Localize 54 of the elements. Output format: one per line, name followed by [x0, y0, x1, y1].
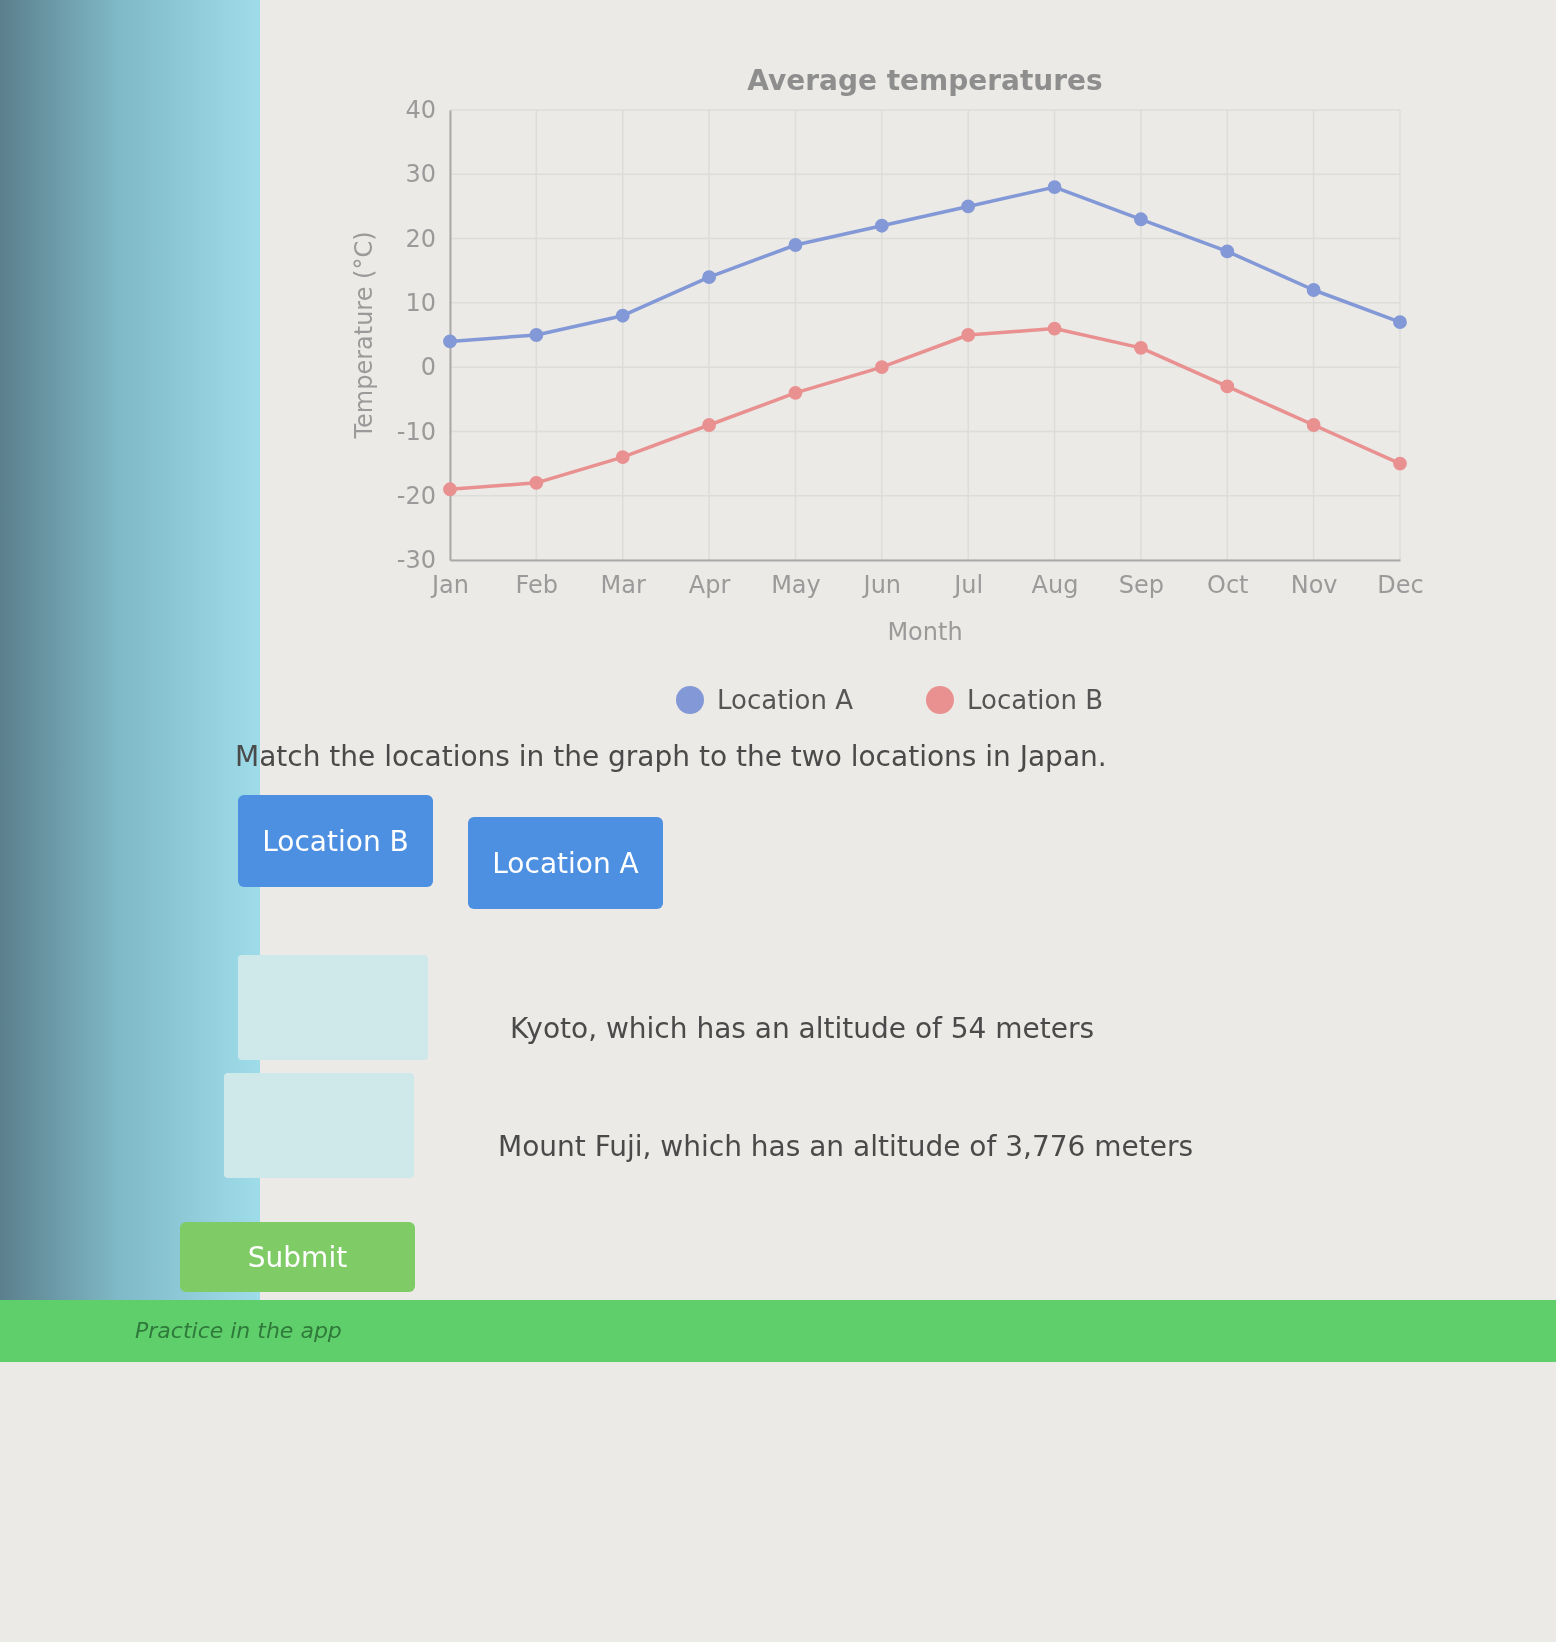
x-tick-label: Jul	[952, 571, 984, 600]
y-tick-label: 30	[405, 160, 436, 189]
text: Kyoto, which has an altitude of 54 meters	[510, 1012, 1095, 1045]
text: Match the locations in the graph to the two locations in Japan.	[235, 740, 1107, 773]
x-tick-label: Apr	[688, 571, 731, 600]
y-tick-label: 10	[405, 289, 436, 318]
x-tick-label: Dec	[1377, 571, 1424, 600]
button: Location B	[238, 795, 433, 887]
point	[788, 238, 803, 252]
point	[1134, 212, 1148, 227]
point	[1220, 244, 1235, 259]
point	[529, 328, 544, 342]
x-tick-label: Feb	[515, 571, 559, 600]
point	[1306, 418, 1321, 432]
point	[961, 328, 976, 342]
x-tick-label: Sep	[1118, 571, 1165, 600]
point	[443, 334, 457, 349]
y-tick-label: -20	[396, 481, 436, 510]
y-tick-label: 0	[420, 353, 436, 382]
point	[443, 482, 457, 497]
button: Location A	[468, 817, 663, 909]
text: Practice in the app	[135, 1318, 342, 1343]
x-tick-label: May	[771, 571, 821, 600]
y-axis-title: Temperature (°C)	[350, 231, 378, 440]
point	[788, 385, 803, 400]
text: Mount Fuji, which has an altitude of 3,776 meters	[498, 1130, 1194, 1163]
point	[874, 360, 889, 375]
point	[874, 218, 889, 233]
x-tick-label: Aug	[1031, 571, 1079, 600]
point	[1393, 456, 1407, 471]
y-tick-label: 40	[405, 96, 436, 125]
legend-label: Location B	[967, 685, 1104, 715]
point	[529, 475, 544, 490]
point	[702, 270, 716, 285]
point	[961, 199, 976, 214]
button: Submit	[180, 1222, 415, 1292]
x-tick-label: Nov	[1290, 571, 1338, 600]
point	[1306, 283, 1321, 297]
x-tick-label: Oct	[1207, 571, 1249, 600]
x-axis-title: Month	[887, 618, 963, 646]
point	[1047, 321, 1062, 336]
point	[615, 450, 630, 465]
point	[1393, 315, 1407, 330]
y-tick-label: -10	[396, 417, 436, 446]
x-tick-label: Jun	[861, 571, 902, 600]
y-tick-label: 20	[405, 224, 436, 253]
x-tick-label: Mar	[600, 571, 646, 600]
point	[615, 308, 630, 323]
point	[1134, 340, 1148, 355]
legend-label: Location A	[717, 685, 854, 715]
point	[1047, 180, 1062, 195]
chart-title: Average temperatures	[747, 64, 1103, 97]
point	[702, 418, 716, 432]
point	[1220, 379, 1235, 394]
